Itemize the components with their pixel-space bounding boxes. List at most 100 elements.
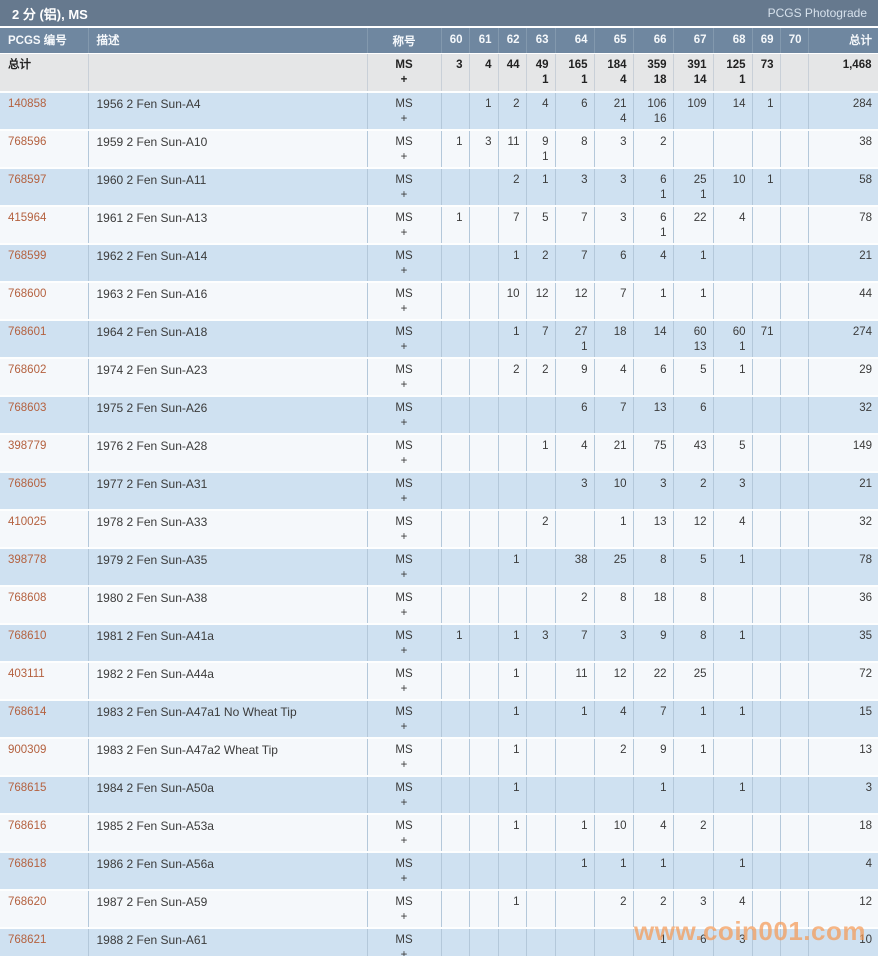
grade-62-cell bbox=[498, 432, 527, 472]
grade-61-cell bbox=[469, 698, 499, 738]
grade-64-cell: 11 bbox=[555, 660, 595, 700]
pcgs-number-link[interactable]: 768616 bbox=[0, 812, 89, 852]
grade-67-cell: 109 bbox=[673, 90, 714, 130]
pcgs-number-link[interactable]: 768618 bbox=[0, 850, 89, 890]
grade-66-cell: 9 bbox=[633, 622, 674, 662]
pcgs-number-link[interactable]: 398779 bbox=[0, 432, 89, 472]
grade-61-cell bbox=[469, 280, 499, 320]
grade-62-cell bbox=[498, 394, 527, 434]
grade-60-cell bbox=[441, 280, 470, 320]
grade-66-cell: 1 bbox=[633, 774, 674, 814]
grade-69-cell bbox=[752, 774, 781, 814]
designation-cell: MS + bbox=[367, 926, 442, 956]
pcgs-number-link[interactable]: 768596 bbox=[0, 128, 89, 168]
grade-66-cell: 9 bbox=[633, 736, 674, 776]
grade-64-cell: 1 bbox=[555, 812, 595, 852]
table-row: 410025 1978 2 Fen Sun-A33 MS + 2 1 13 12 4 32 bbox=[0, 508, 878, 548]
pcgs-number-link[interactable]: 140858 bbox=[0, 90, 89, 130]
total-label: 总计 bbox=[0, 53, 89, 92]
pcgs-number-link[interactable]: 398778 bbox=[0, 546, 89, 586]
grade-67-cell: 8 bbox=[673, 584, 714, 624]
grade-69-cell bbox=[752, 432, 781, 472]
pcgs-number-link[interactable]: 410025 bbox=[0, 508, 89, 548]
pcgs-number-link[interactable]: 768610 bbox=[0, 622, 89, 662]
title-bar: 2 分 (铝), MS PCGS Photograde bbox=[0, 0, 878, 26]
table-row: 768608 1980 2 Fen Sun-A38 MS +2 8 18 8 36 bbox=[0, 584, 878, 624]
grade-67-cell: 391 14 bbox=[673, 53, 714, 92]
grade-66-cell: 13 bbox=[633, 508, 674, 548]
description-cell: 1960 2 Fen Sun-A11 bbox=[88, 166, 368, 206]
row-total-cell: 72 bbox=[808, 660, 878, 700]
grade-64-cell: 4 bbox=[555, 432, 595, 472]
description-cell bbox=[88, 53, 368, 92]
photograde-link[interactable]: PCGS Photograde bbox=[767, 6, 867, 20]
grade-67-cell: 5 bbox=[673, 356, 714, 396]
grade-60-cell bbox=[441, 812, 470, 852]
pcgs-number-link[interactable]: 768608 bbox=[0, 584, 89, 624]
grade-64-cell: 7 bbox=[555, 204, 595, 244]
grade-65-cell: 4 bbox=[594, 698, 634, 738]
grade-61-cell bbox=[469, 432, 499, 472]
pcgs-number-link[interactable]: 768602 bbox=[0, 356, 89, 396]
grade-61-cell bbox=[469, 508, 499, 548]
grade-65-cell bbox=[594, 926, 634, 956]
row-total-cell: 35 bbox=[808, 622, 878, 662]
grade-61-cell bbox=[469, 242, 499, 282]
pcgs-number-link[interactable]: 403111 bbox=[0, 660, 89, 700]
grade-67-cell bbox=[673, 774, 714, 814]
grade-65-cell: 18 bbox=[594, 318, 634, 358]
grade-61-cell bbox=[469, 660, 499, 700]
grade-68-cell: 14 bbox=[713, 90, 753, 130]
pcgs-number-link[interactable]: 768603 bbox=[0, 394, 89, 434]
pcgs-number-link[interactable]: 768601 bbox=[0, 318, 89, 358]
pcgs-number-link[interactable]: 768620 bbox=[0, 888, 89, 928]
pcgs-number-link[interactable]: 768597 bbox=[0, 166, 89, 206]
col-header-grade-70: 70 bbox=[780, 28, 809, 54]
col-header-grade-60: 60 bbox=[441, 28, 470, 54]
grade-70-cell bbox=[780, 888, 809, 928]
pcgs-number-link[interactable]: 415964 bbox=[0, 204, 89, 244]
grade-69-cell bbox=[752, 356, 781, 396]
pcgs-number-link[interactable]: 768605 bbox=[0, 470, 89, 510]
col-header-grade-62: 62 bbox=[498, 28, 527, 54]
grade-63-cell: 4 bbox=[526, 90, 556, 130]
grade-68-cell: 125 1 bbox=[713, 53, 753, 92]
pcgs-number-link[interactable]: 768614 bbox=[0, 698, 89, 738]
grade-68-cell bbox=[713, 128, 753, 168]
col-header-grade-67: 67 bbox=[673, 28, 714, 54]
grade-67-cell: 60 13 bbox=[673, 318, 714, 358]
pcgs-number-link[interactable]: 768600 bbox=[0, 280, 89, 320]
grade-62-cell: 10 bbox=[498, 280, 527, 320]
grade-66-cell: 75 bbox=[633, 432, 674, 472]
pcgs-number-link[interactable]: 768615 bbox=[0, 774, 89, 814]
grade-61-cell bbox=[469, 166, 499, 206]
table-row: 415964 1961 2 Fen Sun-A13 MS +1 7 5 7 3 6 1 22 4 78 bbox=[0, 204, 878, 244]
pcgs-number-link[interactable]: 900309 bbox=[0, 736, 89, 776]
row-total-cell: 58 bbox=[808, 166, 878, 206]
description-cell: 1978 2 Fen Sun-A33 bbox=[88, 508, 368, 548]
grade-64-cell bbox=[555, 926, 595, 956]
grade-67-cell: 6 bbox=[673, 394, 714, 434]
grade-68-cell: 60 1 bbox=[713, 318, 753, 358]
designation-cell: MS + bbox=[367, 166, 442, 206]
grade-65-cell: 21 4 bbox=[594, 90, 634, 130]
grade-66-cell: 22 bbox=[633, 660, 674, 700]
grade-61-cell bbox=[469, 888, 499, 928]
table-row: 900309 1983 2 Fen Sun-A47a2 Wheat Tip MS + 1… bbox=[0, 736, 878, 776]
designation-cell: MS + bbox=[367, 394, 442, 434]
col-header-grade-68: 68 bbox=[713, 28, 753, 54]
grade-67-cell: 6 bbox=[673, 926, 714, 956]
pcgs-number-link[interactable]: 768621 bbox=[0, 926, 89, 956]
grade-69-cell bbox=[752, 622, 781, 662]
grade-66-cell: 3 bbox=[633, 470, 674, 510]
grade-62-cell bbox=[498, 470, 527, 510]
grade-69-cell: 73 bbox=[752, 53, 781, 92]
pcgs-number-link[interactable]: 768599 bbox=[0, 242, 89, 282]
table-row: 768610 1981 2 Fen Sun-A41a MS +1 1 3 7 3 9 8 1 35 bbox=[0, 622, 878, 662]
grade-66-cell: 7 bbox=[633, 698, 674, 738]
table-row: 140858 1956 2 Fen Sun-A4 MS +1 2 4 6 21 4 106 16 10… bbox=[0, 90, 878, 130]
grade-68-cell: 4 bbox=[713, 888, 753, 928]
grade-60-cell bbox=[441, 470, 470, 510]
grade-64-cell bbox=[555, 508, 595, 548]
